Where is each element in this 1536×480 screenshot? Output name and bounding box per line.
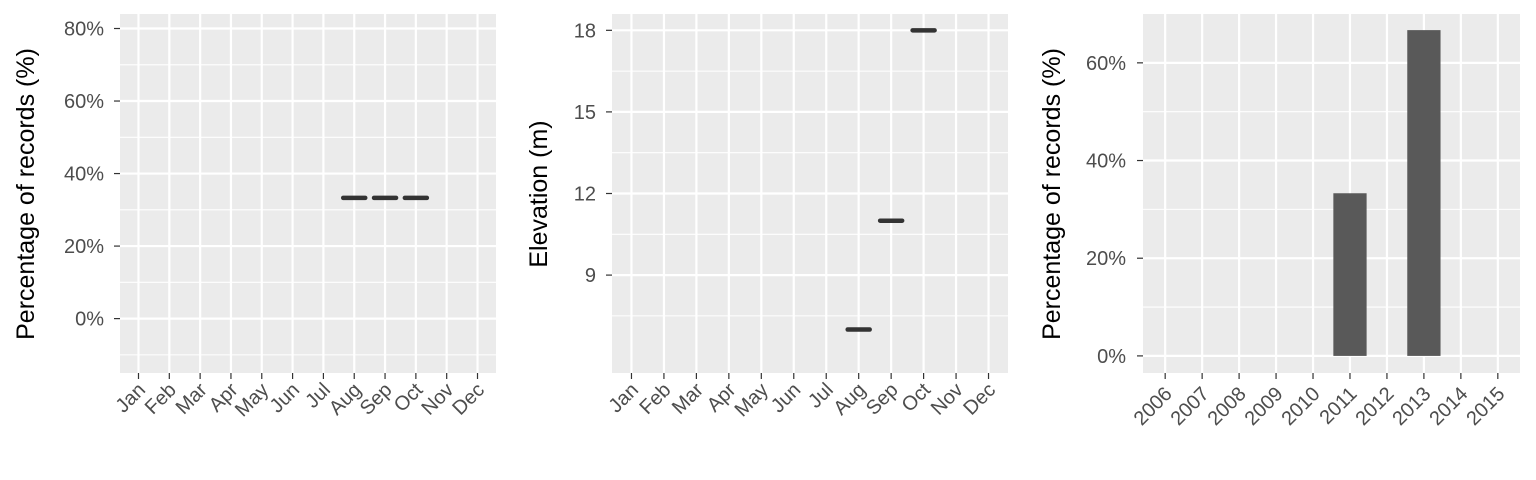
y-tick-label: 60% [1086,53,1126,75]
x-tick-label: 2012 [1351,383,1398,430]
chart-panel-1: 0%20%40%60%80%JanFebMarAprMayJunJulAugSe… [12,14,496,421]
panel-background [1143,14,1520,373]
x-tick-label: Feb [636,379,676,419]
x-tick-label: 2009 [1241,383,1288,430]
y-tick-label: 80% [64,19,104,41]
x-tick-label: 2007 [1167,383,1214,430]
y-tick-label: 40% [1086,151,1126,173]
x-tick-label: 2006 [1130,383,1177,430]
x-tick-label: Jun [767,379,805,417]
x-tick-label: 2011 [1316,383,1362,429]
y-tick-label: 18 [574,20,596,42]
x-tick-label: 2008 [1204,383,1251,430]
x-tick-label: Aug [829,379,870,420]
y-tick-label: 0% [1097,346,1126,368]
x-tick-label: Oct [898,379,936,417]
x-tick-label: Dec [959,379,1000,420]
y-tick-label: 9 [585,265,596,287]
bar-2013 [1407,30,1441,356]
x-tick-label: 2010 [1278,383,1325,430]
chart-panel-2: 9121518JanFebMarAprMayJunJulAugSepOctNov… [525,14,1008,421]
y-tick-label: 0% [75,309,104,331]
y-tick-label: 15 [574,102,596,124]
x-tick-label: 2014 [1425,383,1472,430]
x-tick-label: Nov [927,379,968,420]
y-axis-title: Percentage of records (%) [1038,48,1066,340]
panel-background [120,14,496,373]
y-axis-title: Percentage of records (%) [12,48,40,340]
x-tick-label: Jan [112,379,150,417]
x-tick-label: 2015 [1462,383,1509,430]
x-tick-label: Dec [448,379,489,420]
bar-2011 [1333,193,1367,356]
y-tick-label: 60% [64,91,104,113]
y-tick-label: 40% [64,164,104,186]
x-tick-label: 2013 [1388,383,1435,430]
y-tick-label: 20% [1086,248,1126,270]
y-tick-label: 12 [574,184,596,206]
x-tick-label: Jan [605,379,643,417]
x-tick-label: Sep [862,379,903,420]
x-tick-label: Jun [266,379,304,417]
x-tick-label: Oct [390,379,428,417]
x-tick-label: Mar [668,379,708,419]
y-tick-label: 20% [64,236,104,258]
chart-panel-3: 0%20%40%60%20062007200820092010201120122… [1038,14,1520,430]
y-axis-title: Elevation (m) [525,120,553,267]
x-tick-label: May [731,379,773,421]
